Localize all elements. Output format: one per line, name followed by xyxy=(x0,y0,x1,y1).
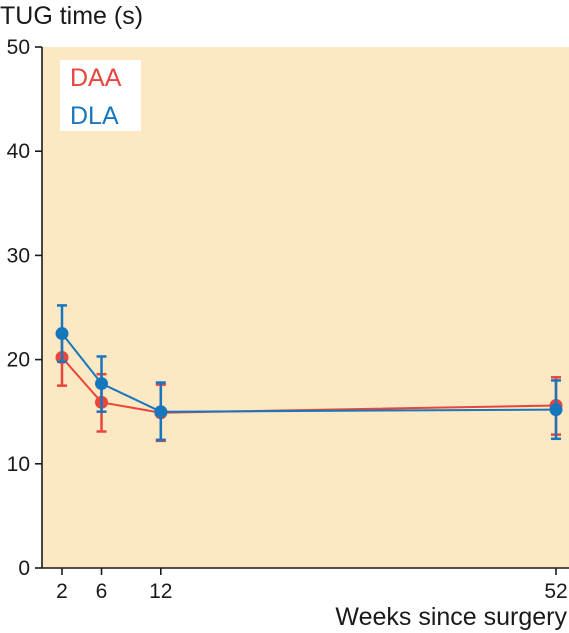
x-axis-title: Weeks since surgery xyxy=(335,603,567,631)
y-tick-label: 50 xyxy=(7,36,30,59)
legend-label-dla: DLA xyxy=(70,102,119,130)
data-point xyxy=(154,405,168,419)
x-axis-ticks: 2 6 12 52 xyxy=(56,568,568,603)
data-point xyxy=(95,377,109,391)
data-point xyxy=(549,403,563,417)
series-line xyxy=(61,332,557,413)
y-axis-ticks: 0 10 20 30 40 50 xyxy=(7,36,42,580)
y-tick-label: 10 xyxy=(7,453,30,476)
y-axis-title: TUG time (s) xyxy=(0,2,143,30)
series-line xyxy=(61,356,557,414)
x-tick-label: 52 xyxy=(544,580,567,603)
x-tick-label: 2 xyxy=(56,580,68,603)
legend-box xyxy=(60,60,141,131)
y-tick-label: 0 xyxy=(18,557,30,580)
data-point xyxy=(55,327,69,341)
legend-label-daa: DAA xyxy=(70,64,122,92)
y-tick-label: 30 xyxy=(7,244,30,267)
chart-marks xyxy=(55,304,563,443)
y-tick-label: 20 xyxy=(7,349,30,372)
legend: DAA DLA xyxy=(60,60,141,131)
x-tick-label: 12 xyxy=(149,580,172,603)
series-dla xyxy=(55,304,563,442)
x-tick-label: 6 xyxy=(96,580,108,603)
y-tick-label: 40 xyxy=(7,140,30,163)
plot-background xyxy=(42,47,569,568)
